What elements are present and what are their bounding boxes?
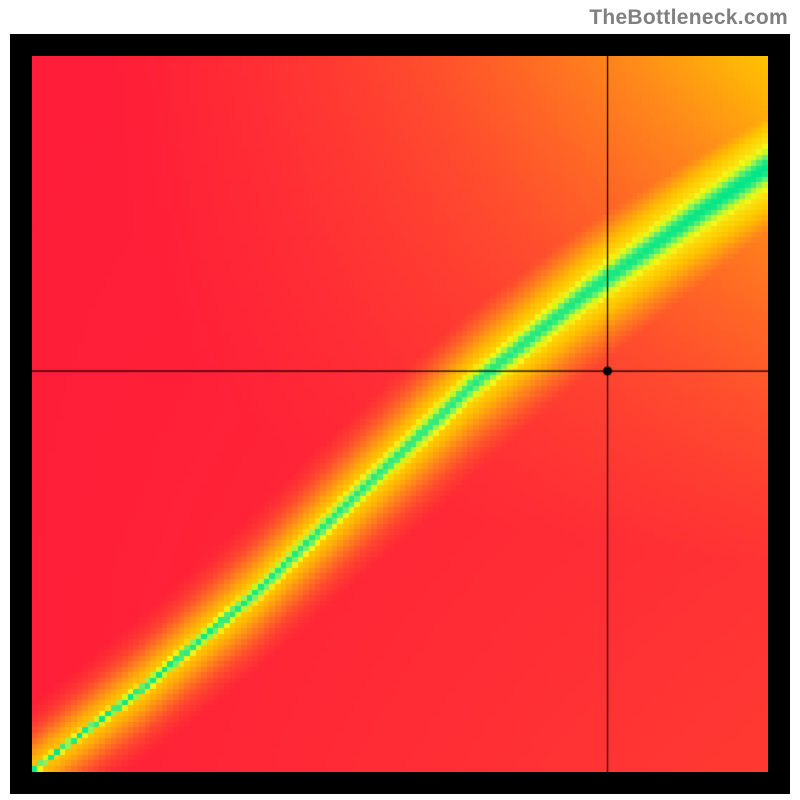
figure-container: TheBottleneck.com [0,0,800,800]
source-watermark: TheBottleneck.com [589,6,788,30]
plot-black-frame [10,34,790,794]
bottleneck-heatmap [32,56,768,772]
